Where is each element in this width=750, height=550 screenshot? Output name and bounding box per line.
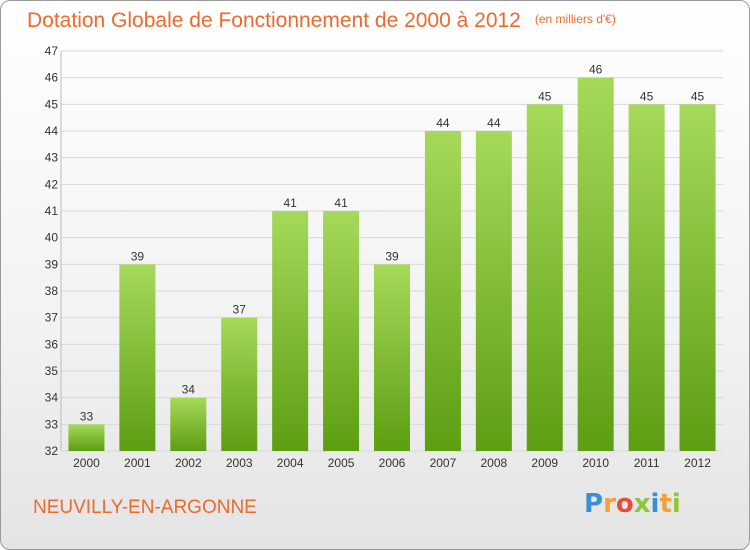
bar-2008 [475,131,512,451]
x-tick-label-2007: 2007 [430,456,457,470]
x-tick-label-2004: 2004 [277,456,304,470]
x-tick-label-2001: 2001 [124,456,151,470]
logo-letter: r [603,489,616,519]
y-tick-label: 47 [45,44,59,58]
data-label-2011: 45 [640,89,654,103]
x-tick-label-2012: 2012 [684,456,711,470]
bars [68,77,716,452]
logo-letter: i [671,489,681,519]
x-tick-label-2009: 2009 [531,456,558,470]
y-tick-label: 33 [45,417,59,431]
y-tick-label: 40 [45,231,59,245]
y-tick-label: 37 [45,311,59,325]
y-tick-label: 44 [45,124,59,138]
y-tick-label: 38 [45,284,59,298]
x-tick-label-2000: 2000 [73,456,100,470]
x-tick-label-2008: 2008 [480,456,507,470]
bar-2003 [221,317,258,451]
data-label-2012: 45 [691,89,705,103]
x-tick-label-2002: 2002 [175,456,202,470]
data-label-2005: 41 [334,196,348,210]
logo-letter: t [659,489,672,519]
data-label-2010: 46 [589,63,603,77]
x-tick-label-2005: 2005 [328,456,355,470]
bar-2012 [679,104,716,451]
data-labels: 33 39 34 37 41 41 39 44 44 45 46 45 45 [80,63,705,424]
bar-2005 [323,211,360,451]
y-tick-label: 45 [45,97,59,111]
bar-2002 [170,397,207,451]
data-label-2001: 39 [131,249,145,263]
bar-2004 [272,211,309,451]
bar-2001 [119,264,156,451]
data-label-2006: 39 [385,249,399,263]
bar-2006 [374,264,410,451]
data-label-2009: 45 [538,89,552,103]
y-tick-label: 35 [45,364,59,378]
logo-letter: o [615,489,634,519]
data-label-2002: 34 [182,383,196,397]
logo-letter: x [633,489,651,519]
y-tick-label: 39 [45,257,59,271]
y-tick-label: 32 [45,444,59,458]
commune-name: NEUVILLY-EN-ARGONNE [33,497,257,518]
y-tick-label: 43 [45,151,59,165]
data-label-2003: 37 [233,303,247,317]
data-label-2004: 41 [283,196,297,210]
data-label-2000: 33 [80,409,94,423]
x-axis: 2000 2001 2002 2003 2004 2005 2006 2007 2008 2009… [73,456,711,470]
bar-2010 [577,77,614,452]
y-axis: 32 33 34 35 36 37 38 39 40 41 42 43 44 45 46 47 [45,44,62,458]
proxiti-logo[interactable]: Proxiti [584,489,681,519]
bar-2011 [628,104,665,451]
chart-title: Dotation Globale de Fonctionnement de 20… [27,9,616,33]
bar-2000 [68,424,105,451]
logo-letter: i [650,489,660,519]
unit-note: (en milliers d'€) [534,12,616,26]
x-tick-label-2010: 2010 [582,456,609,470]
bar-2009 [526,104,563,451]
logo-letter: P [584,489,604,519]
x-tick-label-2006: 2006 [379,456,406,470]
y-tick-label: 34 [45,391,59,405]
data-label-2007: 44 [436,116,450,130]
y-tick-label: 41 [45,204,59,218]
y-tick-label: 46 [45,71,59,85]
title-text: Dotation Globale de Fonctionnement de 20… [27,9,521,32]
bar-2007 [424,131,461,451]
y-tick-label: 42 [45,177,59,191]
y-tick-label: 36 [45,337,59,351]
x-tick-label-2003: 2003 [226,456,253,470]
data-label-2008: 44 [487,116,501,130]
x-tick-label-2011: 2011 [634,456,660,470]
